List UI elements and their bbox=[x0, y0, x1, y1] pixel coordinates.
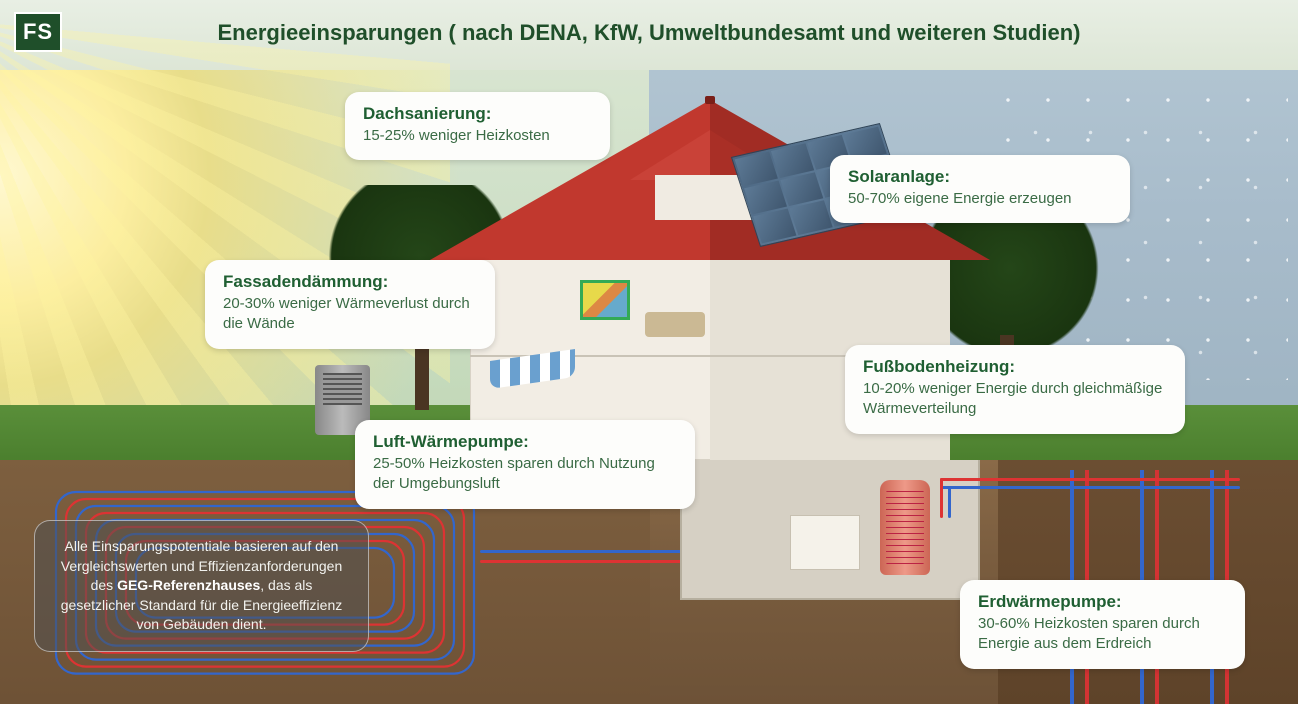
probe-riser-cold bbox=[948, 486, 951, 518]
heatpump-indoor-unit bbox=[790, 515, 860, 570]
callout-text: 20-30% weniger Wärmeverlust durch die Wä… bbox=[223, 294, 477, 335]
callout-text: 10-20% weniger Energie durch gleichmäßig… bbox=[863, 379, 1167, 420]
callout-heading: Erdwärmepumpe: bbox=[978, 592, 1227, 612]
callout-text: 25-50% Heizkosten sparen durch Nutzung d… bbox=[373, 454, 677, 495]
sofa-icon bbox=[645, 312, 705, 337]
probe-header-cold bbox=[940, 486, 1240, 489]
footnote-box: Alle Einsparungspotentiale basieren auf … bbox=[34, 520, 369, 652]
callout-luft-waermepumpe: Luft-Wärmepumpe: 25-50% Heizkosten spare… bbox=[355, 420, 695, 509]
callout-fussbodenheizung: Fußbodenheizung: 10-20% weniger Energie … bbox=[845, 345, 1185, 434]
callout-fassadendaemmung: Fassadendämmung: 20-30% weniger Wärmever… bbox=[205, 260, 495, 349]
callout-heading: Fußbodenheizung: bbox=[863, 357, 1167, 377]
callout-dachsanierung: Dachsanierung: 15-25% weniger Heizkosten bbox=[345, 92, 610, 160]
pipe-cold bbox=[480, 550, 690, 553]
callout-text: 50-70% eigene Energie erzeugen bbox=[848, 189, 1112, 209]
roof-ridge bbox=[705, 96, 715, 104]
callout-erdwaermepumpe: Erdwärmepumpe: 30-60% Heizkosten sparen … bbox=[960, 580, 1245, 669]
infographic-canvas: FS Energieeinsparungen ( nach DENA, KfW,… bbox=[0, 0, 1298, 704]
page-title: Energieeinsparungen ( nach DENA, KfW, Um… bbox=[0, 20, 1298, 46]
callout-heading: Fassadendämmung: bbox=[223, 272, 477, 292]
probe-riser-hot bbox=[940, 478, 943, 518]
callout-heading: Solaranlage: bbox=[848, 167, 1112, 187]
footnote-bold: GEG-Referenzhauses bbox=[117, 577, 260, 593]
callout-heading: Dachsanierung: bbox=[363, 104, 592, 124]
hot-water-tank bbox=[880, 480, 930, 575]
callout-solaranlage: Solaranlage: 50-70% eigene Energie erzeu… bbox=[830, 155, 1130, 223]
pipe-hot bbox=[480, 560, 690, 563]
wall-art-icon bbox=[580, 280, 630, 320]
callout-text: 15-25% weniger Heizkosten bbox=[363, 126, 592, 146]
probe-header-hot bbox=[940, 478, 1240, 481]
callout-text: 30-60% Heizkosten sparen durch Energie a… bbox=[978, 614, 1227, 655]
callout-heading: Luft-Wärmepumpe: bbox=[373, 432, 677, 452]
